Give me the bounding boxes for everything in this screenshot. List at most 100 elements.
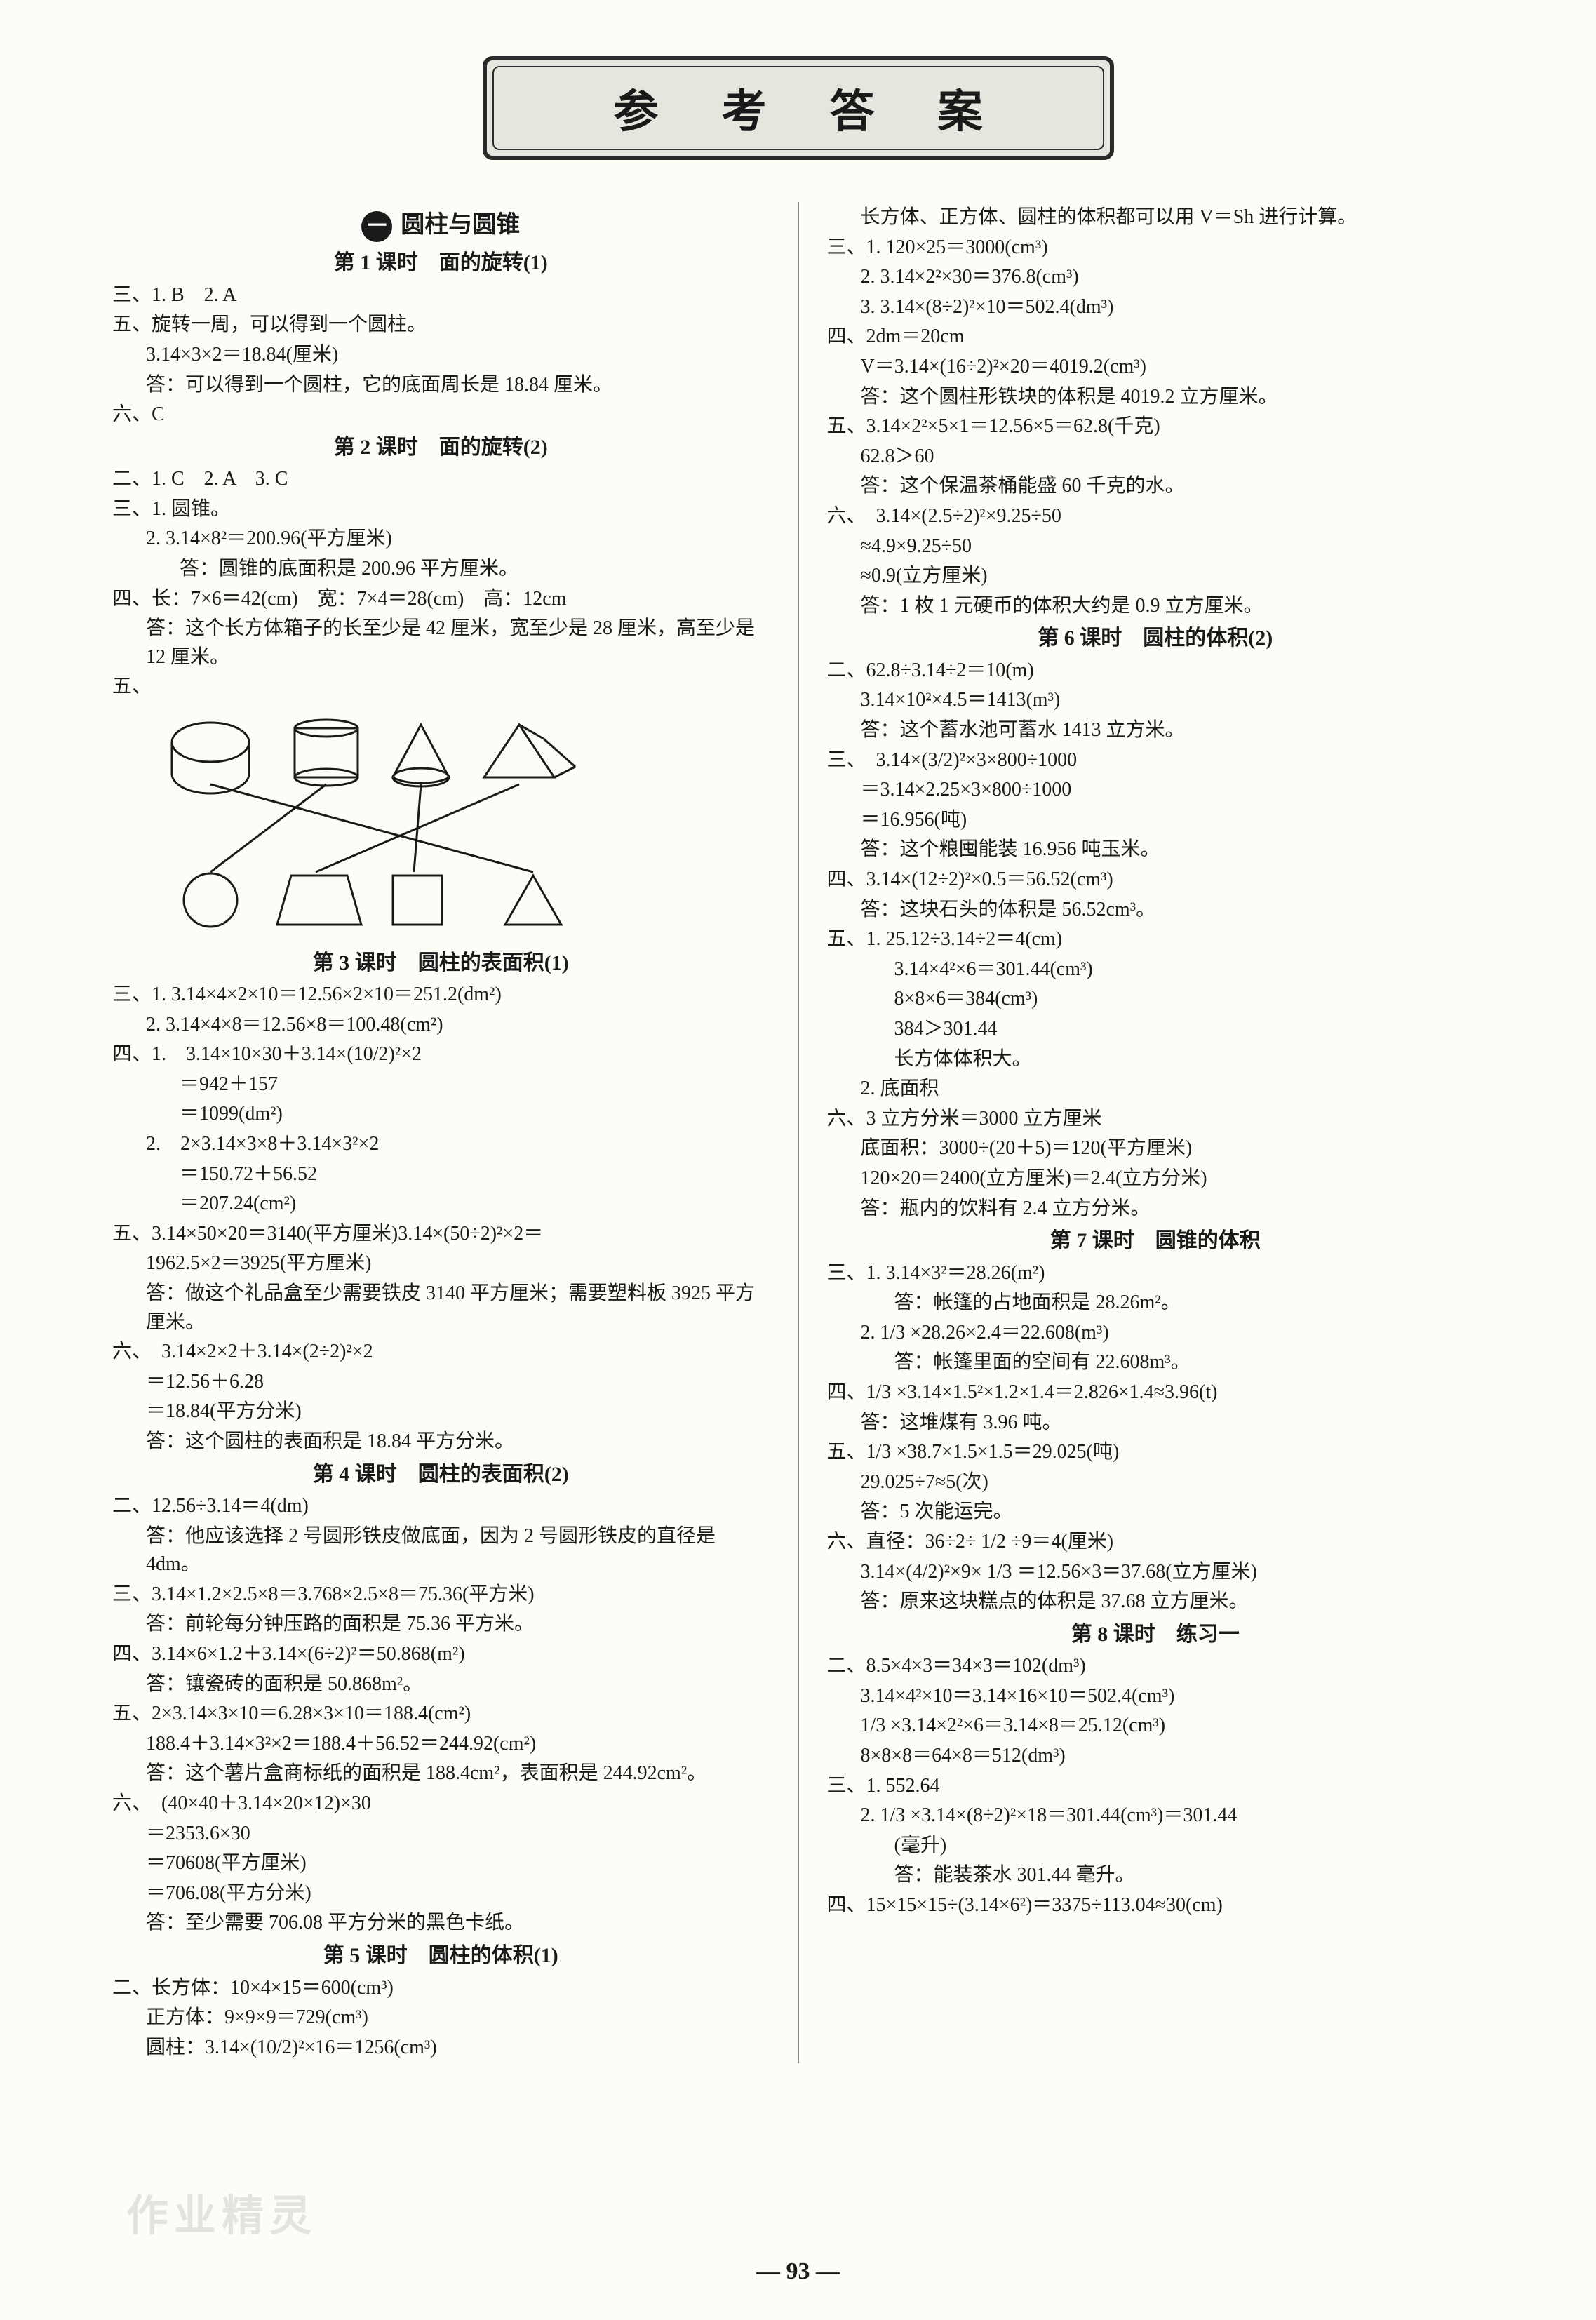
text-line: ＝706.08(平方分米) <box>112 1879 770 1908</box>
text-line: 答：前轮每分钟压路的面积是 75.36 平方米。 <box>112 1610 770 1639</box>
text-line: V＝3.14×(16÷2)²×20＝4019.2(cm³) <box>827 353 1484 382</box>
text-line: 三、3.14×1.2×2.5×8＝3.768×2.5×8＝75.36(平方米) <box>112 1581 770 1609</box>
text-line: 四、15×15×15÷(3.14×6²)＝3375÷113.04≈30(cm) <box>827 1891 1484 1920</box>
matching-diagram <box>154 707 603 932</box>
text-line: 六、 3.14×2×2＋3.14×(2÷2)²×2 <box>112 1338 770 1367</box>
text-line: 384＞301.44 <box>827 1015 1484 1044</box>
text-line: 答：镶瓷砖的面积是 50.868m²。 <box>112 1670 770 1699</box>
text-line: 四、1. 3.14×10×30＋3.14×(10/2)²×2 <box>112 1040 770 1069</box>
watermark: 作业精灵 <box>126 2182 317 2243</box>
text-line: 三、1. 120×25＝3000(cm³) <box>827 234 1484 262</box>
text-line: 答：帐篷里面的空间有 22.608m³。 <box>827 1348 1484 1377</box>
text-line: 五、2×3.14×3×10＝6.28×3×10＝188.4(cm²) <box>112 1700 770 1729</box>
text-line: 答：这个蓄水池可蓄水 1413 立方米。 <box>827 716 1484 745</box>
text-line: 答：原来这块糕点的体积是 37.68 立方厘米。 <box>827 1588 1484 1616</box>
right-column: 长方体、正方体、圆柱的体积都可以用 V＝Sh 进行计算。 三、1. 120×25… <box>827 202 1484 2063</box>
text-line: 3.14×3×2＝18.84(厘米) <box>112 341 770 370</box>
text-line: 四、3.14×(12÷2)²×0.5＝56.52(cm³) <box>827 866 1484 894</box>
lesson6-title: 第 6 课时 圆柱的体积(2) <box>827 623 1484 654</box>
text-line: 2. 1/3 ×3.14×(8÷2)²×18＝301.44(cm³)＝301.4… <box>827 1802 1484 1830</box>
left-column: 一圆柱与圆锥 第 1 课时 面的旋转(1) 三、1. B 2. A 五、旋转一周… <box>112 202 770 2063</box>
lesson7-title: 第 7 课时 圆锥的体积 <box>827 1226 1484 1256</box>
lesson1-title: 第 1 课时 面的旋转(1) <box>112 248 770 279</box>
text-line: 3.14×(4/2)²×9× 1/3 ＝12.56×3＝37.68(立方厘米) <box>827 1558 1484 1587</box>
text-line: 答：这个保温茶桶能盛 60 千克的水。 <box>827 472 1484 501</box>
text-line: 答：能装茶水 301.44 毫升。 <box>827 1861 1484 1890</box>
text-line: 三、1. B 2. A <box>112 281 770 310</box>
text-line: 答：这块石头的体积是 56.52cm³。 <box>827 896 1484 925</box>
text-line: ＝18.84(平方分米) <box>112 1397 770 1426</box>
text-line: 答：这个长方体箱子的长至少是 42 厘米，宽至少是 28 厘米，高至少是 12 … <box>112 615 770 671</box>
text-line: 答：他应该选择 2 号圆形铁皮做底面，因为 2 号圆形铁皮的直径是 4dm。 <box>112 1522 770 1579</box>
title-box: 参考答案 <box>483 56 1114 160</box>
text-line: 3.14×10²×4.5＝1413(m³) <box>827 686 1484 715</box>
text-line: 正方体：9×9×9＝729(cm³) <box>112 2004 770 2032</box>
text-line: 答：这堆煤有 3.96 吨。 <box>827 1409 1484 1437</box>
text-line: ＝70608(平方厘米) <box>112 1849 770 1878</box>
text-line: ＝12.56＋6.28 <box>112 1368 770 1397</box>
unit-title-text: 圆柱与圆锥 <box>401 212 520 238</box>
text-line: 五、3.14×2²×5×1＝12.56×5＝62.8(千克) <box>827 413 1484 441</box>
text-line: 二、62.8÷3.14÷2＝10(m) <box>827 657 1484 685</box>
text-line: ≈0.9(立方厘米) <box>827 562 1484 591</box>
text-line: 8×8×6＝384(cm³) <box>827 985 1484 1014</box>
text-line: 答：这个圆柱的表面积是 18.84 平方分米。 <box>112 1428 770 1456</box>
text-line: 答：做这个礼品盒至少需要铁皮 3140 平方厘米；需要塑料板 3925 平方厘米… <box>112 1280 770 1336</box>
text-line: 3. 3.14×(8÷2)²×10＝502.4(dm³) <box>827 293 1484 322</box>
text-line: 答：圆锥的底面积是 200.96 平方厘米。 <box>112 555 770 584</box>
text-line: 五、旋转一周，可以得到一个圆柱。 <box>112 311 770 340</box>
text-line: 三、1. 552.64 <box>827 1772 1484 1801</box>
text-line: 四、2dm＝20cm <box>827 323 1484 351</box>
text-line: 二、长方体：10×4×15＝600(cm³) <box>112 1974 770 2003</box>
text-line: 答：瓶内的饮料有 2.4 立方分米。 <box>827 1195 1484 1223</box>
text-line: 2. 底面积 <box>827 1075 1484 1104</box>
text-line: 2. 3.14×2²×30＝376.8(cm³) <box>827 263 1484 292</box>
text-line: 2. 2×3.14×3×8＋3.14×3²×2 <box>112 1130 770 1159</box>
page: 参考答案 一圆柱与圆锥 第 1 课时 面的旋转(1) 三、1. B 2. A 五… <box>0 0 1596 2320</box>
text-line: 三、1. 3.14×3²＝28.26(m²) <box>827 1259 1484 1288</box>
text-line: 答：这个薯片盒商标纸的面积是 188.4cm²，表面积是 244.92cm²。 <box>112 1759 770 1788</box>
text-line: 长方体、正方体、圆柱的体积都可以用 V＝Sh 进行计算。 <box>827 203 1484 232</box>
text-line: 三、1. 3.14×4×2×10＝12.56×2×10＝251.2(dm²) <box>112 981 770 1010</box>
text-line: 六、 (40×40＋3.14×20×12)×30 <box>112 1790 770 1818</box>
text-line: ＝942＋157 <box>112 1071 770 1099</box>
text-line: 六、3 立方分米＝3000 立方厘米 <box>827 1105 1484 1134</box>
lesson4-title: 第 4 课时 圆柱的表面积(2) <box>112 1459 770 1490</box>
text-line: 五、3.14×50×20＝3140(平方厘米)3.14×(50÷2)²×2＝ <box>112 1220 770 1249</box>
text-line: 答：1 枚 1 元硬币的体积大约是 0.9 立方厘米。 <box>827 592 1484 621</box>
text-line: 答：这个粮囤能装 16.956 吨玉米。 <box>827 836 1484 864</box>
text-line: 1962.5×2＝3925(平方厘米) <box>112 1249 770 1278</box>
column-divider <box>798 202 799 2063</box>
lesson5-title: 第 5 课时 圆柱的体积(1) <box>112 1940 770 1971</box>
text-line: 答：这个圆柱形铁块的体积是 4019.2 立方厘米。 <box>827 383 1484 412</box>
lesson8-title: 第 8 课时 练习一 <box>827 1619 1484 1650</box>
page-title: 参考答案 <box>487 76 1110 140</box>
unit-badge: 一 <box>361 211 392 242</box>
text-line: 二、12.56÷3.14＝4(dm) <box>112 1492 770 1521</box>
text-line: 2. 3.14×8²＝200.96(平方厘米) <box>112 525 770 554</box>
text-line: 3.14×4²×6＝301.44(cm³) <box>827 956 1484 984</box>
text-line: 三、1. 圆锥。 <box>112 495 770 524</box>
text-line: 四、3.14×6×1.2＋3.14×(6÷2)²＝50.868(m²) <box>112 1640 770 1669</box>
text-line: ≈4.9×9.25÷50 <box>827 532 1484 561</box>
text-line: 六、 3.14×(2.5÷2)²×9.25÷50 <box>827 502 1484 531</box>
text-line: 圆柱：3.14×(10/2)²×16＝1256(cm³) <box>112 2034 770 2063</box>
text-line: ＝1099(dm²) <box>112 1100 770 1129</box>
text-line: ＝207.24(cm²) <box>112 1190 770 1219</box>
text-line: 六、C <box>112 401 770 429</box>
text-line: (毫升) <box>827 1832 1484 1860</box>
text-line: 答：帐篷的占地面积是 28.26m²。 <box>827 1289 1484 1317</box>
text-line: ＝150.72＋56.52 <box>112 1160 770 1189</box>
columns: 一圆柱与圆锥 第 1 课时 面的旋转(1) 三、1. B 2. A 五、旋转一周… <box>112 202 1484 2063</box>
text-line: 长方体体积大。 <box>827 1045 1484 1074</box>
text-line: 四、长：7×6＝42(cm) 宽：7×4＝28(cm) 高：12cm <box>112 585 770 614</box>
page-number: — 93 — <box>0 2258 1596 2285</box>
text-line: 五、1/3 ×38.7×1.5×1.5＝29.025(吨) <box>827 1438 1484 1467</box>
text-line: 2. 1/3 ×28.26×2.4＝22.608(m³) <box>827 1319 1484 1348</box>
text-line: 五、1. 25.12÷3.14÷2＝4(cm) <box>827 925 1484 954</box>
text-line: ＝2353.6×30 <box>112 1820 770 1849</box>
unit-title: 一圆柱与圆锥 <box>112 208 770 242</box>
text-line: 答：5 次能运完。 <box>827 1498 1484 1527</box>
text-line: 三、 3.14×(3/2)²×3×800÷1000 <box>827 746 1484 775</box>
text-line: 底面积：3000÷(20＋5)＝120(平方厘米) <box>827 1134 1484 1163</box>
